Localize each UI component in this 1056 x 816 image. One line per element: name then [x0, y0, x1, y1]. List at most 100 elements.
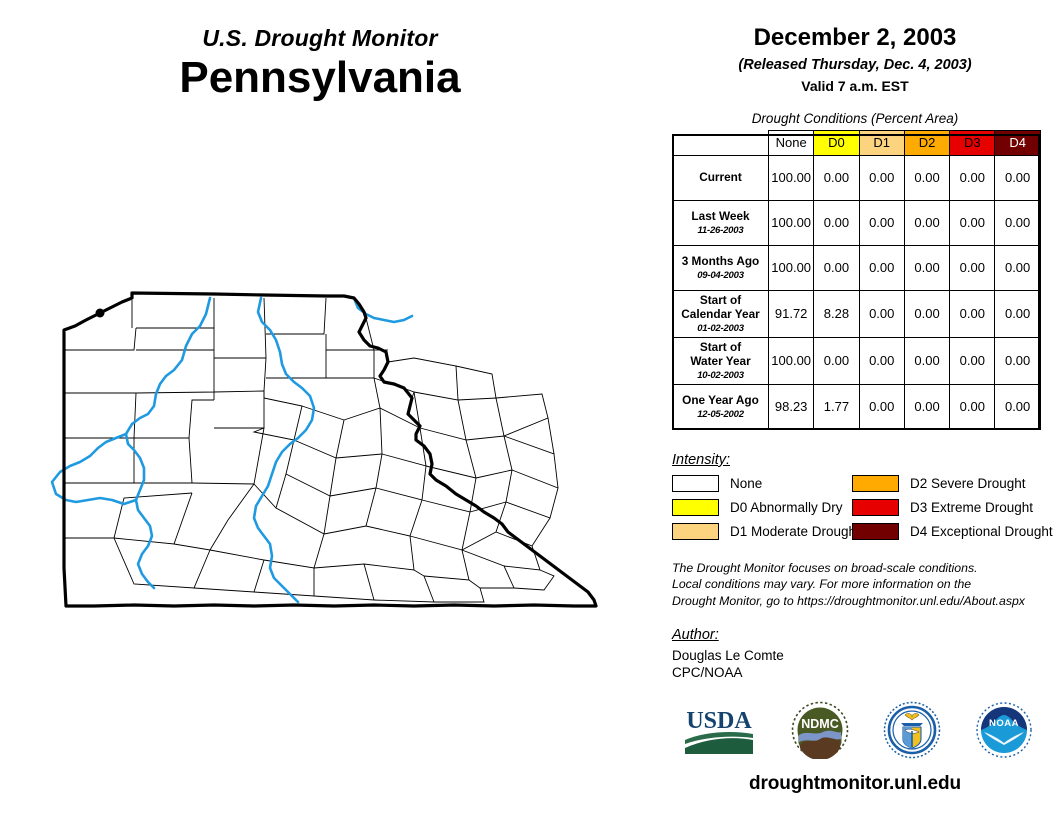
intensity-legend: Intensity: None D2 Severe Drought D0 Abn… [672, 451, 1053, 540]
legend-label-none: None [730, 475, 763, 491]
state-title: Pennsylvania [179, 53, 461, 103]
cell-wy-d3: 0.00 [949, 336, 996, 385]
table-header: None D0 D1 D2 D3 D4 [673, 129, 1041, 156]
row-label-date: 09-04-2003 [697, 269, 744, 281]
legend-item-d1: D1 Moderate Drought [672, 522, 860, 540]
erie-nub-marker [95, 308, 105, 318]
valid-time: Valid 7 a.m. EST [801, 77, 909, 94]
author-title: Author: [672, 626, 719, 643]
legend-label-d0: D0 Abnormally Dry [730, 499, 843, 515]
cell-wy-d2: 0.00 [903, 336, 951, 385]
legend-item-none: None [672, 474, 852, 492]
cell-1yr-none: 98.23 [767, 383, 815, 430]
cell-current-d1: 0.00 [858, 154, 905, 201]
legend-label-d4: D4 Exceptional Drought [910, 523, 1053, 539]
disclaimer: The Drought Monitor focuses on broad-sca… [672, 560, 1052, 609]
cell-lastweek-d1: 0.00 [858, 199, 905, 246]
row-label-date: 11-26-2003 [697, 224, 744, 236]
cell-current-d3: 0.00 [949, 154, 996, 201]
title-block: U.S. Drought Monitor Pennsylvania [0, 26, 640, 104]
cell-lastweek-d2: 0.00 [903, 199, 951, 246]
cell-current-none: 100.00 [767, 154, 815, 201]
state-fill [64, 293, 596, 606]
legend-item-d0: D0 Abnormally Dry [672, 498, 852, 516]
swatch-d0 [672, 498, 719, 516]
usda-logo: USDA [681, 702, 757, 763]
legend-label-d2: D2 Severe Drought [910, 475, 1026, 491]
row-label-text: Current [699, 169, 742, 184]
cell-1yr-d1: 0.00 [858, 383, 905, 430]
cell-wy-d4: 0.00 [994, 336, 1041, 385]
intensity-title: Intensity: [672, 451, 731, 468]
ndmc-logo: NDMC [791, 701, 849, 764]
row-label-date: 01-02-2003 [697, 322, 744, 334]
cell-current-d0: 0.00 [813, 154, 860, 201]
row-label-text: 3 Months Ago [681, 253, 760, 268]
table-row: One Year Ago 12-05-2002 98.23 1.77 0.00 … [672, 383, 1041, 430]
cell-cy-d2: 0.00 [903, 289, 951, 338]
disclaimer-line-1: The Drought Monitor focuses on broad-sca… [672, 560, 978, 575]
us-dept-commerce-seal [883, 701, 941, 764]
conditions-table-shell: None D0 D1 D2 D3 D4 Current 100.00 0 [660, 129, 1050, 430]
legend-grid: None D2 Severe Drought D0 Abnormally Dry… [672, 474, 1053, 540]
col-header-d4: D4 [994, 129, 1041, 156]
cell-wy-d0: 0.00 [813, 336, 860, 385]
table-caption: Drought Conditions (Percent Area) [751, 110, 959, 126]
cell-3mo-d4: 0.00 [994, 244, 1041, 291]
cell-current-d4: 0.00 [994, 154, 1041, 201]
row-label-text: One Year Ago [682, 392, 759, 407]
table-header-row: None D0 D1 D2 D3 D4 [673, 129, 1041, 156]
table-row: 3 Months Ago 09-04-2003 100.00 0.00 0.00… [672, 244, 1041, 291]
author-name: Douglas Le Comte [672, 647, 784, 663]
table-corner-cell [673, 130, 769, 155]
state-outline [62, 291, 598, 608]
table-body: Current 100.00 0.00 0.00 0.00 0.00 0.00 … [672, 154, 1041, 430]
cell-wy-none: 100.00 [767, 336, 815, 385]
cell-3mo-d1: 0.00 [858, 244, 905, 291]
pennsylvania-map [14, 288, 644, 633]
monitor-title: U.S. Drought Monitor [202, 25, 438, 51]
cell-lastweek-d3: 0.00 [949, 199, 996, 246]
row-label-start-calendar-year: Start of Calendar Year 01-02-2003 [672, 289, 769, 338]
col-header-d3: D3 [949, 129, 996, 156]
col-header-d2: D2 [903, 129, 951, 156]
cell-lastweek-d4: 0.00 [994, 199, 1041, 246]
swatch-none [672, 474, 719, 492]
row-label-date: 12-05-2002 [697, 408, 744, 420]
table-row: Last Week 11-26-2003 100.00 0.00 0.00 0.… [672, 199, 1041, 246]
row-label-one-year-ago: One Year Ago 12-05-2002 [672, 383, 769, 430]
cell-1yr-d3: 0.00 [949, 383, 996, 430]
col-header-d0: D0 [813, 129, 860, 156]
row-label-text: Start of Water Year [690, 339, 751, 368]
cell-1yr-d4: 0.00 [994, 383, 1041, 430]
table-row: Start of Water Year 10-02-2003 100.00 0.0… [672, 336, 1041, 385]
disclaimer-line-2: Local conditions may vary. For more info… [672, 577, 972, 592]
svg-text:NDMC: NDMC [801, 717, 839, 731]
site-url[interactable]: droughtmonitor.unl.edu [748, 773, 962, 795]
author-block: Author: Douglas Le Comte CPC/NOAA [672, 627, 1050, 682]
swatch-d1 [672, 522, 719, 540]
legend-item-d2: D2 Severe Drought [852, 474, 1044, 492]
cell-cy-d3: 0.00 [949, 289, 996, 338]
cell-1yr-d2: 0.00 [903, 383, 951, 430]
right-panel: December 2, 2003 (Released Thursday, Dec… [660, 24, 1053, 795]
legend-label-d1: D1 Moderate Drought [730, 523, 860, 539]
cell-3mo-none: 100.00 [767, 244, 815, 291]
cell-1yr-d0: 1.77 [813, 383, 860, 430]
swatch-d3 [852, 498, 899, 516]
svg-text:USDA: USDA [686, 708, 752, 734]
cell-lastweek-none: 100.00 [767, 199, 815, 246]
rivers [50, 296, 414, 604]
author-affiliation: CPC/NOAA [672, 665, 743, 681]
table-row: Current 100.00 0.00 0.00 0.00 0.00 0.00 [672, 154, 1041, 201]
cell-3mo-d3: 0.00 [949, 244, 996, 291]
table-row: Start of Calendar Year 01-02-2003 91.72 8… [672, 289, 1041, 338]
swatch-d4 [852, 522, 899, 540]
col-header-none: None [767, 129, 815, 156]
row-label-current: Current [672, 154, 769, 201]
cell-current-d2: 0.00 [903, 154, 951, 201]
legend-label-d3: D3 Extreme Drought [910, 499, 1034, 515]
release-date: December 2, 2003 [753, 24, 957, 51]
noaa-logo: NOAA [975, 701, 1033, 764]
